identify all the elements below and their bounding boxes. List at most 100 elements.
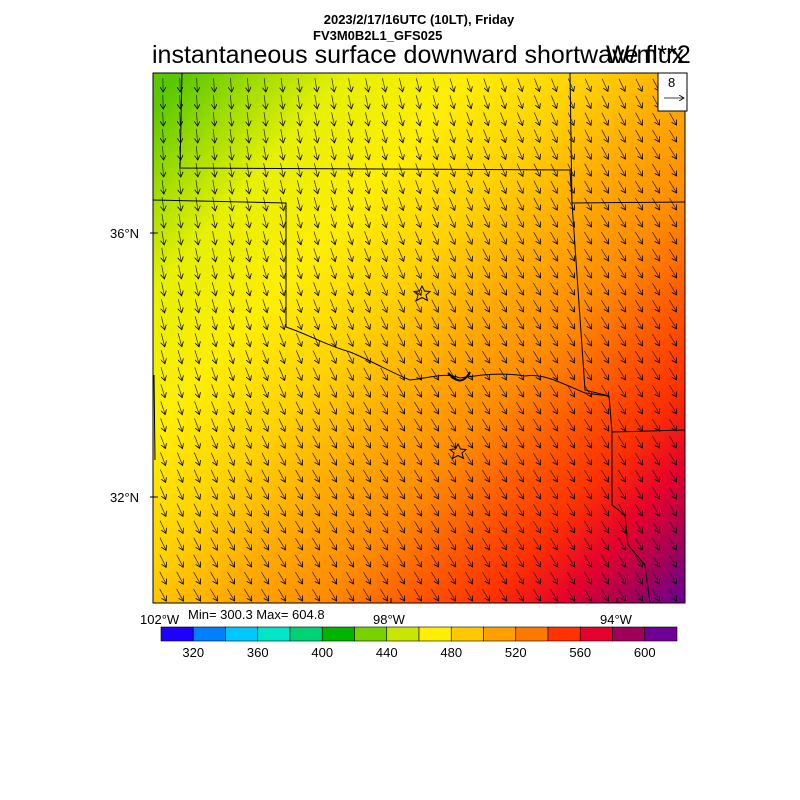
wind-vector <box>346 537 353 550</box>
wind-vector <box>213 197 215 211</box>
wind-vector <box>281 78 283 92</box>
wind-vector <box>584 78 591 92</box>
wind-vector <box>482 486 489 499</box>
wind-vector <box>635 316 642 329</box>
wind-vector <box>550 333 557 346</box>
wind-vector <box>261 588 268 601</box>
wind-vector <box>567 435 574 448</box>
wind-vector <box>550 588 557 601</box>
wind-vector <box>193 503 200 517</box>
wind-vector <box>346 571 353 584</box>
wind-vector <box>364 163 369 176</box>
wind-vector <box>194 350 199 363</box>
wind-vector <box>380 469 387 482</box>
wind-vector <box>179 248 182 262</box>
wind-vector <box>601 503 608 516</box>
wind-vector <box>363 503 370 516</box>
wind-vector <box>397 367 405 380</box>
wind-vector <box>669 231 676 244</box>
colorbar-label: 560 <box>569 645 591 660</box>
wind-vector <box>364 180 369 193</box>
wind-vector <box>210 571 217 584</box>
wind-vector <box>635 163 642 176</box>
wind-vector <box>179 214 181 228</box>
wind-vector <box>194 418 199 431</box>
wind-vector <box>465 554 472 567</box>
wind-vector <box>227 469 234 483</box>
wind-vector <box>533 214 541 227</box>
wind-vector <box>263 231 267 245</box>
wind-vector <box>414 486 421 499</box>
wind-vector <box>279 282 284 295</box>
wind-vector <box>516 282 523 295</box>
wind-vector <box>432 112 437 125</box>
wind-vector <box>415 214 420 228</box>
wind-vector <box>363 316 370 330</box>
wind-vector <box>414 571 421 584</box>
wind-vector <box>669 214 676 227</box>
wind-vector <box>230 112 232 126</box>
wind-vector <box>448 248 455 262</box>
wind-vector <box>601 214 608 227</box>
wind-vector <box>499 418 506 431</box>
wind-vector <box>398 163 403 176</box>
min-max-stats: Min= 300.3 Max= 604.8 <box>188 607 325 622</box>
wind-vector <box>346 401 354 414</box>
wind-vector <box>635 333 642 346</box>
wind-vector <box>312 401 319 415</box>
wind-vector <box>465 333 472 346</box>
wind-vector <box>228 333 233 346</box>
wind-vector <box>500 95 506 108</box>
wind-vector <box>431 554 438 567</box>
wind-vector <box>193 554 201 567</box>
wind-vector <box>295 537 302 550</box>
wind-vector <box>635 418 642 431</box>
wind-vector <box>601 231 608 244</box>
wind-vector <box>397 350 405 363</box>
wind-vector <box>448 265 455 279</box>
wind-vector <box>635 486 642 499</box>
wind-vector <box>669 333 676 346</box>
wind-vector <box>516 588 523 601</box>
wind-vector <box>516 486 523 499</box>
wind-vector <box>482 299 489 312</box>
wind-vector <box>601 452 608 465</box>
wind-vector <box>280 180 283 194</box>
wind-vector <box>652 435 659 448</box>
wind-vector <box>482 231 489 245</box>
wind-vector <box>159 588 167 601</box>
wind-vector <box>618 316 625 329</box>
wind-vector <box>449 129 455 142</box>
wind-vector <box>465 197 472 211</box>
wind-vector <box>533 265 540 278</box>
wind-vector <box>414 350 422 363</box>
colorbar-swatch <box>547 626 581 642</box>
wind-vector <box>298 129 301 143</box>
wind-vector <box>533 520 540 533</box>
wind-vector <box>516 384 523 397</box>
wind-vector <box>329 367 336 381</box>
wind-vector <box>652 486 659 499</box>
wind-vector <box>281 112 283 126</box>
wind-vector <box>432 180 437 193</box>
wind-vector <box>298 146 301 160</box>
wind-vector <box>431 333 439 346</box>
wind-vector <box>448 486 455 499</box>
wind-vector <box>397 520 404 533</box>
wind-vector <box>230 77 231 92</box>
wind-vector <box>669 537 676 550</box>
wind-vector <box>635 452 642 465</box>
wind-vector <box>397 316 404 330</box>
wind-vector <box>669 367 676 380</box>
wind-vector <box>516 129 522 143</box>
wind-vector <box>315 78 317 92</box>
wind-vector <box>210 503 217 517</box>
wind-vector <box>601 537 608 550</box>
wind-vector <box>247 146 249 160</box>
wind-vector <box>601 469 608 482</box>
wind-vector <box>652 520 659 533</box>
wind-vector <box>652 112 660 125</box>
wind-vector <box>618 180 625 193</box>
wind-vector <box>298 95 300 109</box>
wind-vector <box>312 367 319 381</box>
